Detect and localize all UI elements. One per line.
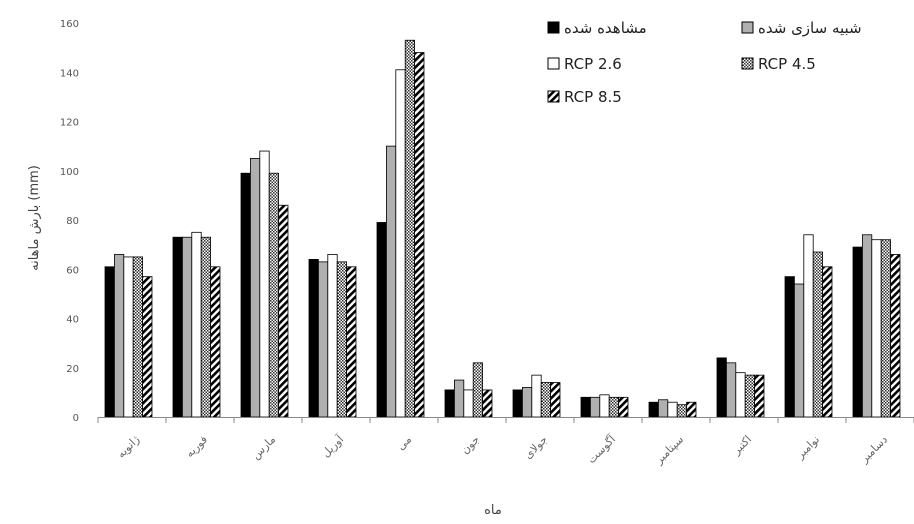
bar-1-5 — [376, 222, 387, 418]
bar-2-2 — [181, 236, 193, 418]
bar-4-8 — [608, 396, 620, 418]
bar-3-5 — [395, 69, 406, 418]
bar-5-10 — [754, 374, 765, 418]
y-tick-label: 80 — [66, 216, 79, 227]
y-axis-ticks: 0 20 40 60 80 100 120 140 160 — [60, 19, 79, 424]
bar-2-6 — [453, 379, 465, 418]
category-label: جون — [458, 433, 482, 457]
category-label: آوریل — [318, 432, 346, 460]
bar-2-8 — [590, 396, 601, 418]
bar-1-3 — [240, 172, 251, 418]
bar-4-3 — [268, 172, 280, 418]
bar-1-4 — [308, 258, 319, 418]
bar-3-1 — [123, 256, 134, 418]
bar-3-2 — [191, 231, 202, 418]
legend-label: شبیه سازی شده — [758, 19, 862, 37]
y-axis-title: بارش ماهانه (mm) — [27, 165, 42, 271]
bar-3-11 — [803, 234, 814, 418]
bar-5-2 — [210, 266, 221, 418]
legend-label: RCP 8.5 — [564, 88, 622, 106]
bar-3-4 — [327, 254, 338, 418]
y-tick-label: 120 — [60, 118, 79, 129]
bar-5-6 — [482, 389, 493, 418]
category-labels: ژانویه فوریه مارس آوریل می جون جولای آگوست سپتام… — [114, 432, 890, 468]
bar-2-4 — [317, 261, 329, 418]
bar-4-10 — [744, 374, 756, 418]
legend-swatch — [741, 21, 754, 34]
bar-4-2 — [200, 236, 211, 418]
category-label: فوریه — [183, 433, 210, 460]
category-label: مارس — [249, 433, 278, 462]
y-tick-label: 160 — [60, 19, 79, 30]
bar-1-1 — [104, 266, 115, 418]
bar-5-3 — [278, 204, 289, 418]
bar-1-12 — [852, 246, 863, 418]
bar-5-9 — [686, 401, 697, 418]
category-tick-marks — [97, 417, 914, 423]
bar-1-7 — [512, 389, 523, 418]
bar-4-11 — [812, 251, 824, 418]
legend-swatch — [547, 21, 560, 34]
bar-4-4 — [336, 261, 348, 418]
bar-1-9 — [648, 401, 659, 418]
bar-1-2 — [172, 236, 183, 418]
category-label: اکتبر — [729, 433, 754, 458]
bar-1-8 — [580, 396, 591, 418]
bar-3-12 — [871, 239, 882, 418]
bar-marks — [104, 39, 901, 418]
legend-swatch — [547, 57, 560, 70]
bar-3-8 — [599, 394, 610, 418]
category-label: ژانویه — [114, 433, 142, 461]
bar-5-4 — [346, 266, 357, 418]
bar-4-1 — [132, 256, 143, 418]
y-tick-label: 140 — [60, 68, 79, 79]
bar-4-9 — [676, 404, 688, 418]
legend-label: مشاهده شده — [564, 19, 647, 37]
bar-3-9 — [667, 401, 678, 418]
bar-1-6 — [444, 389, 455, 418]
bar-5-1 — [142, 276, 153, 418]
bar-5-8 — [618, 396, 629, 418]
bar-4-7 — [540, 382, 552, 418]
bar-1-10 — [716, 357, 727, 418]
bar-2-5 — [385, 145, 397, 418]
bar-4-6 — [472, 362, 484, 418]
bar-2-7 — [522, 387, 533, 418]
y-tick-label: 40 — [66, 315, 79, 326]
bar-5-12 — [890, 254, 901, 418]
bar-5-7 — [550, 382, 561, 418]
bar-2-9 — [658, 399, 669, 418]
bar-2-11 — [794, 283, 805, 418]
bar-2-10 — [726, 362, 737, 418]
category-label: نوامبر — [793, 433, 822, 462]
x-axis-title: ماه — [484, 503, 502, 518]
bar-4-12 — [880, 239, 892, 418]
bar-5-11 — [822, 266, 833, 418]
category-label: آگوست — [584, 432, 619, 467]
y-tick-label: 20 — [66, 364, 79, 375]
y-tick-label: 100 — [60, 167, 79, 178]
category-label: جولای — [522, 433, 551, 462]
bar-3-10 — [735, 372, 746, 418]
y-tick-label: 60 — [66, 265, 79, 276]
bar-2-1 — [114, 254, 125, 418]
bar-3-6 — [463, 389, 474, 418]
bar-3-3 — [259, 150, 270, 418]
bar-5-5 — [414, 52, 425, 418]
category-label: دسامبر — [857, 433, 890, 466]
bar-1-11 — [784, 276, 795, 418]
y-tick-label: 0 — [73, 413, 79, 424]
category-label: می — [394, 433, 414, 453]
bar-2-12 — [862, 234, 873, 418]
bar-2-3 — [249, 158, 261, 418]
legend: مشاهده شده شبیه سازی شده RCP 2.6 RCP 4.5 RCP… — [547, 19, 862, 106]
legend-label: RCP 2.6 — [564, 55, 622, 73]
legend-label: RCP 4.5 — [758, 55, 816, 73]
bar-4-5 — [404, 39, 416, 418]
legend-swatch — [547, 90, 560, 103]
legend-swatch — [741, 57, 754, 70]
category-label: سپتامبر — [652, 433, 686, 467]
bar-3-7 — [531, 374, 542, 418]
